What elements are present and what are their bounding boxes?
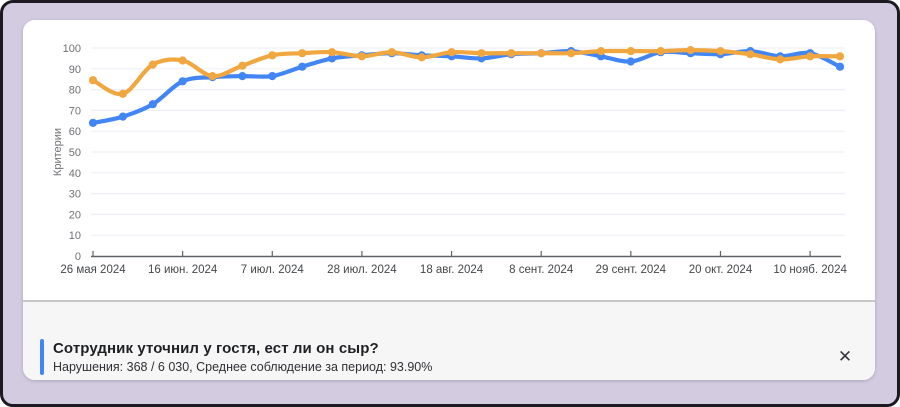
svg-text:60: 60 — [69, 126, 81, 138]
svg-text:26 мая 2024: 26 мая 2024 — [60, 264, 126, 276]
svg-text:30: 30 — [69, 189, 81, 201]
close-icon[interactable]: ✕ — [837, 347, 853, 366]
svg-text:10: 10 — [69, 230, 81, 242]
svg-text:18 авг. 2024: 18 авг. 2024 — [420, 264, 484, 276]
line-chart[interactable]: 0 10 20 30 40 50 60 70 80 90 100 Критерии 26 мая 202… — [23, 20, 875, 300]
chart-canvas[interactable]: 0 10 20 30 40 50 60 70 80 90 100 Критерии 26 мая 202… — [23, 20, 875, 300]
svg-text:40: 40 — [69, 168, 81, 180]
svg-text:50: 50 — [69, 147, 81, 159]
chart-card: 0 10 20 30 40 50 60 70 80 90 100 Критерии 26 мая 202… — [23, 20, 875, 380]
svg-text:20: 20 — [69, 209, 81, 221]
selection-accent-bar — [40, 339, 44, 375]
svg-text:10 нояб. 2024: 10 нояб. 2024 — [773, 264, 847, 276]
svg-text:20 окт. 2024: 20 окт. 2024 — [689, 264, 753, 276]
svg-text:29 сент. 2024: 29 сент. 2024 — [596, 264, 667, 276]
svg-text:7 июл. 2024: 7 июл. 2024 — [241, 264, 305, 276]
svg-text:90: 90 — [69, 64, 81, 76]
svg-text:Критерии: Критерии — [52, 128, 64, 176]
question-panel: Сотрудник уточнил у гостя, ест ли он сыр… — [23, 300, 875, 380]
question-row[interactable]: Сотрудник уточнил у гостя, ест ли он сыр… — [40, 338, 861, 376]
svg-text:28 июл. 2024: 28 июл. 2024 — [327, 264, 397, 276]
question-texts: Сотрудник уточнил у гостя, ест ли он сыр… — [53, 340, 432, 375]
svg-text:16 июн. 2024: 16 июн. 2024 — [148, 264, 218, 276]
svg-text:8 сент. 2024: 8 сент. 2024 — [509, 264, 574, 276]
question-title: Сотрудник уточнил у гостя, ест ли он сыр… — [53, 339, 379, 357]
svg-text:100: 100 — [63, 43, 81, 55]
svg-text:70: 70 — [69, 105, 81, 117]
svg-text:0: 0 — [75, 251, 81, 263]
question-stats: Нарушения: 368 / 6 030, Среднее соблюден… — [53, 359, 433, 374]
svg-text:80: 80 — [69, 85, 81, 97]
